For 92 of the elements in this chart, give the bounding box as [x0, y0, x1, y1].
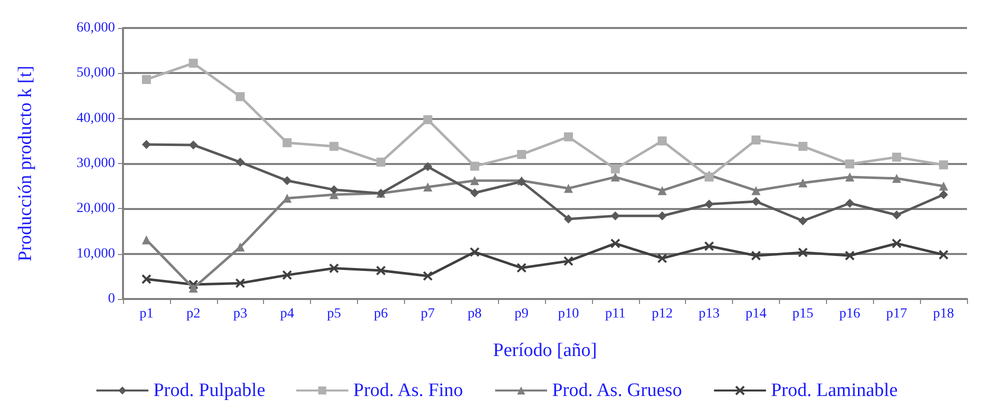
- point: [282, 270, 292, 280]
- x-tick-label: p9: [514, 306, 529, 322]
- legend-label: Prod. As. Fino: [353, 380, 464, 401]
- x-tick-label: p8: [468, 306, 482, 322]
- x-tick-label: p1: [139, 306, 154, 322]
- point: [330, 185, 338, 194]
- point: [845, 198, 854, 208]
- y-tick-label: 10,000: [76, 246, 115, 262]
- point: [658, 211, 667, 220]
- x-tick-label: p15: [792, 306, 814, 322]
- point: [892, 210, 902, 220]
- point: [657, 253, 668, 264]
- point: [752, 196, 760, 206]
- point: [752, 186, 760, 196]
- point: [470, 162, 480, 171]
- point: [564, 214, 573, 224]
- x-tick-label: p14: [746, 306, 766, 322]
- point: [470, 247, 480, 258]
- x-tick-label: p6: [374, 306, 388, 322]
- point: [610, 172, 620, 182]
- y-tick-label: 20,000: [76, 201, 115, 216]
- point: [282, 138, 292, 148]
- point: [798, 247, 808, 258]
- point: [235, 278, 246, 288]
- point: [423, 182, 432, 192]
- point: [142, 74, 151, 84]
- point: [423, 115, 432, 124]
- point: [844, 250, 855, 261]
- point: [704, 241, 714, 252]
- point: [798, 216, 808, 226]
- point: [658, 186, 667, 196]
- point: [188, 280, 198, 290]
- point: [423, 162, 432, 172]
- point: [845, 159, 854, 168]
- point: [329, 263, 339, 274]
- legend-label: Prod. Pulpable: [153, 380, 266, 401]
- point: [188, 284, 198, 293]
- y-axis-title: Producción producto k [t]: [15, 66, 36, 262]
- point: [938, 250, 949, 260]
- point: [939, 190, 948, 200]
- point: [798, 142, 808, 151]
- x-tick-label: p10: [558, 306, 579, 322]
- point: [892, 152, 902, 162]
- y-tick-label: 60,000: [76, 20, 115, 36]
- point: [564, 184, 573, 193]
- x-tick-label: p2: [186, 306, 200, 322]
- point: [236, 158, 245, 167]
- point: [564, 132, 573, 142]
- point: [282, 176, 292, 186]
- point: [330, 142, 338, 151]
- point: [376, 158, 386, 167]
- x-tick-label: p7: [420, 306, 435, 322]
- point: [563, 256, 574, 266]
- point: [610, 164, 620, 174]
- point: [845, 172, 854, 182]
- x-tick-label: p18: [933, 306, 954, 322]
- x-tick-label: p16: [839, 306, 860, 322]
- point: [892, 238, 902, 248]
- point: [517, 150, 526, 159]
- point: [939, 160, 948, 170]
- point: [798, 178, 808, 188]
- point: [376, 266, 386, 276]
- point: [141, 274, 152, 284]
- x-tick-label: p11: [605, 306, 626, 322]
- point: [470, 188, 480, 198]
- point: [610, 238, 620, 248]
- point: [236, 92, 245, 102]
- point: [422, 270, 433, 281]
- point: [188, 58, 198, 68]
- point: [939, 182, 948, 191]
- x-axis-title: Período [año]: [493, 340, 597, 361]
- x-tick-label: p3: [233, 306, 248, 322]
- point: [610, 211, 620, 220]
- x-tick-label: p4: [280, 306, 294, 322]
- point: [751, 250, 761, 261]
- y-tick-label: 40,000: [76, 110, 115, 126]
- x-tick-label: p5: [327, 306, 341, 322]
- legend-label: Prod. Laminable: [770, 380, 898, 401]
- point: [704, 200, 714, 209]
- y-tick-label: 30,000: [76, 156, 115, 171]
- x-tick-label: p12: [652, 306, 673, 322]
- x-tick-label: p17: [886, 306, 908, 322]
- point: [142, 140, 151, 150]
- legend-label: Prod. As. Grueso: [552, 380, 682, 401]
- point: [516, 262, 527, 273]
- point: [658, 136, 667, 146]
- x-tick-label: p13: [698, 306, 720, 322]
- y-tick-label: 50,000: [76, 66, 115, 81]
- y-tick-label: 0: [108, 292, 115, 306]
- point: [892, 174, 902, 183]
- point: [470, 176, 480, 186]
- point: [752, 136, 760, 145]
